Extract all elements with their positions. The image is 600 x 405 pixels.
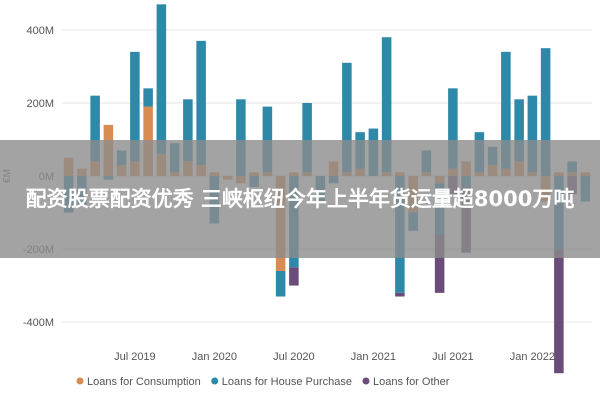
headline-banner: 配资股票配资优秀 三峡枢纽今年上半年货运量超8000万吨 — [0, 140, 600, 258]
bar-segment — [183, 99, 193, 162]
bar-segment — [342, 62, 352, 173]
bar-segment — [289, 267, 299, 286]
legend-marker — [362, 377, 370, 385]
bar-segment — [262, 106, 273, 173]
bar-segment — [236, 99, 246, 176]
x-tick-label: Jan 2020 — [192, 351, 237, 363]
bar-segment — [143, 88, 153, 107]
bar-segment — [527, 95, 538, 173]
bar-segment — [554, 249, 564, 374]
x-tick-label: Jul 2020 — [273, 351, 315, 363]
legend-label: Loans for Consumption — [87, 376, 201, 388]
bar-segment — [275, 270, 286, 297]
bar-segment — [448, 88, 458, 169]
bar-segment — [501, 51, 511, 169]
x-tick-label: Jan 2021 — [351, 351, 396, 363]
bar-segment — [514, 99, 524, 162]
bar-segment — [90, 95, 100, 162]
legend-label: Loans for Other — [373, 376, 450, 388]
y-tick-label: -400M — [23, 317, 54, 329]
x-tick-label: Jul 2019 — [114, 351, 156, 363]
bar-segment — [381, 37, 392, 173]
bar-segment — [395, 292, 405, 297]
bar-segment — [302, 102, 312, 173]
y-tick-label: 200M — [26, 98, 54, 110]
bar-segment — [196, 40, 206, 166]
y-tick-label: 400M — [26, 25, 54, 37]
bar-segment — [156, 4, 167, 155]
legend-marker — [76, 377, 84, 385]
bar-segment — [434, 234, 445, 293]
x-tick-label: Jul 2021 — [432, 351, 474, 363]
bar-segment — [540, 48, 551, 176]
legend-marker — [211, 377, 219, 385]
headline-text: 配资股票配资优秀 三峡枢纽今年上半年货运量超8000万吨 — [25, 187, 575, 211]
bar-segment — [130, 51, 140, 162]
x-tick-label: Jan 2022 — [510, 351, 555, 363]
legend-label: Loans for House Purchase — [222, 376, 352, 388]
